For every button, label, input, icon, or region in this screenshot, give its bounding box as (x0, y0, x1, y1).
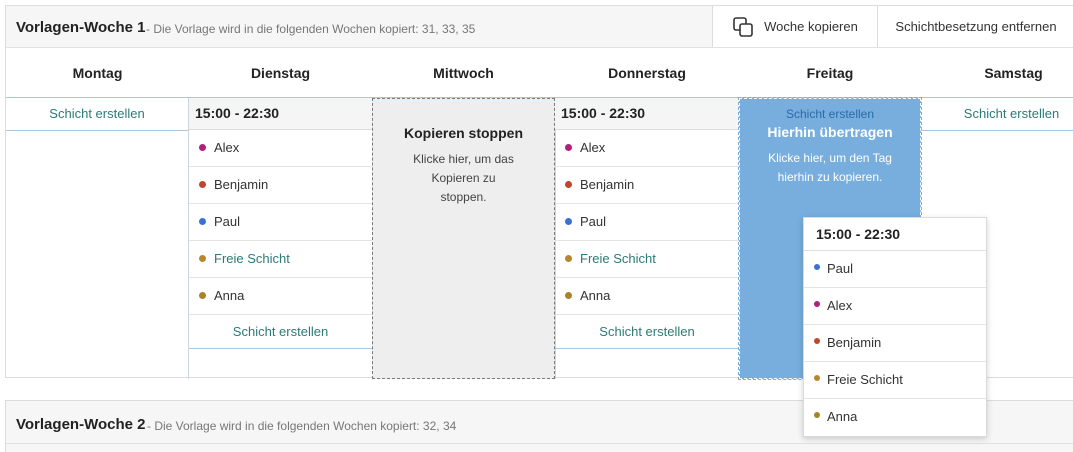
tuesday-employee-anna[interactable]: Anna (189, 278, 372, 315)
employee-name: Paul (214, 214, 241, 229)
monday-create-shift-link[interactable]: Schicht erstellen (49, 106, 145, 121)
day-friday: Freitag (806, 65, 854, 81)
stop-copy-area[interactable]: Kopieren stoppen Klicke hier, um das Kop… (372, 98, 555, 379)
preview-employee-paul: Paul (804, 251, 986, 288)
thursday-employee-benjamin[interactable]: Benjamin (555, 167, 739, 204)
employee-color-dot (565, 255, 572, 262)
day-thursday: Donnerstag (608, 65, 686, 81)
thursday-open-shift[interactable]: Freie Schicht (555, 241, 739, 278)
tuesday-employee-alex[interactable]: Alex (189, 130, 372, 167)
employee-color-dot (199, 218, 206, 225)
employee-name: Freie Schicht (580, 251, 656, 266)
tuesday-shift-time[interactable]: 15:00 - 22:30 (189, 98, 372, 130)
week-1-title: Vorlagen-Woche 1 (16, 19, 146, 36)
employee-color-dot (814, 412, 820, 418)
remove-staffing-button[interactable]: Schichtbesetzung entfernen (877, 6, 1073, 47)
employee-name: Alex (214, 140, 240, 155)
column-divider (188, 98, 189, 379)
employee-color-dot (565, 181, 572, 188)
employee-color-dot (565, 144, 572, 151)
preview-shift-time: 15:00 - 22:30 (804, 218, 986, 251)
tuesday-employee-benjamin[interactable]: Benjamin (189, 167, 372, 204)
employee-color-dot (199, 292, 206, 299)
preview-employee-benjamin: Benjamin (804, 325, 986, 362)
day-tuesday: Dienstag (250, 65, 311, 81)
tuesday-employee-paul[interactable]: Paul (189, 204, 372, 241)
saturday-create-shift-link[interactable]: Schicht erstellen (963, 106, 1060, 121)
thursday-shift-time[interactable]: 15:00 - 22:30 (555, 98, 739, 130)
preview-employee-anna: Anna (804, 399, 986, 436)
tuesday-open-shift[interactable]: Freie Schicht (189, 241, 372, 278)
copy-week-button[interactable]: Woche kopieren (712, 6, 877, 47)
employee-color-dot (814, 301, 820, 307)
copy-week-label: Woche kopieren (764, 19, 858, 34)
copy-icon (732, 16, 754, 38)
paste-here-text: Klicke hier, um den Tag hierhin zu kopie… (768, 151, 892, 184)
week-2-title: Vorlagen-Woche 2 (16, 416, 146, 433)
employee-name: Benjamin (827, 335, 882, 350)
employee-name: Freie Schicht (827, 372, 903, 387)
weekday-header-row: Montag Dienstag Mittwoch Donnerstag Frei… (6, 48, 1073, 98)
remove-staffing-label: Schichtbesetzung entfernen (895, 19, 1057, 34)
tuesday-create-shift-cell: Schicht erstellen (189, 315, 372, 349)
day-saturday: Samstag (984, 65, 1043, 81)
employee-color-dot (199, 144, 206, 151)
thursday-employee-paul[interactable]: Paul (555, 204, 739, 241)
employee-name: Anna (580, 288, 611, 303)
paste-here-title: Hierhin übertragen (767, 124, 893, 140)
thursday-employee-alex[interactable]: Alex (555, 130, 739, 167)
friday-create-shift-link[interactable]: Schicht erstellen (785, 107, 875, 121)
employee-name: Benjamin (214, 177, 269, 192)
employee-color-dot (565, 292, 572, 299)
employee-name: Paul (580, 214, 607, 229)
employee-color-dot (199, 255, 206, 262)
employee-name: Paul (827, 261, 854, 276)
preview-open-shift: Freie Schicht (804, 362, 986, 399)
week-1-header: Vorlagen-Woche 1 - Die Vorlage wird in d… (6, 6, 1073, 48)
employee-name: Alex (827, 298, 853, 313)
employee-color-dot (814, 375, 820, 381)
week-1-subtitle: - Die Vorlage wird in die folgenden Woch… (146, 22, 476, 36)
preview-employee-alex: Alex (804, 288, 986, 325)
employee-name: Anna (827, 409, 858, 424)
employee-name: Freie Schicht (214, 251, 290, 266)
employee-name: Anna (214, 288, 245, 303)
employee-color-dot (199, 181, 206, 188)
tuesday-create-shift-link[interactable]: Schicht erstellen (232, 324, 329, 339)
employee-color-dot (565, 218, 572, 225)
divider (6, 443, 1073, 444)
template-week-1: Vorlagen-Woche 1 - Die Vorlage wird in d… (5, 5, 1073, 380)
employee-name: Alex (580, 140, 606, 155)
thursday-create-shift-cell: Schicht erstellen (555, 315, 739, 349)
dragged-shift-preview[interactable]: 15:00 - 22:30 Paul Alex Benjamin Freie S… (803, 217, 987, 437)
employee-name: Benjamin (580, 177, 635, 192)
thursday-employee-anna[interactable]: Anna (555, 278, 739, 315)
column-divider (555, 98, 556, 379)
thursday-create-shift-link[interactable]: Schicht erstellen (599, 324, 695, 339)
saturday-create-shift-cell: Schicht erstellen (921, 98, 1073, 131)
employee-color-dot (814, 338, 820, 344)
day-monday: Montag (72, 65, 123, 81)
week-2-subtitle: - Die Vorlage wird in die folgenden Woch… (147, 419, 457, 433)
stop-copy-text: Klicke hier, um das Kopieren zu stoppen. (413, 152, 514, 204)
employee-color-dot (814, 264, 820, 270)
stop-copy-title: Kopieren stoppen (403, 125, 523, 141)
monday-create-shift-cell: Schicht erstellen (6, 98, 188, 131)
day-wednesday: Mittwoch (433, 65, 494, 81)
